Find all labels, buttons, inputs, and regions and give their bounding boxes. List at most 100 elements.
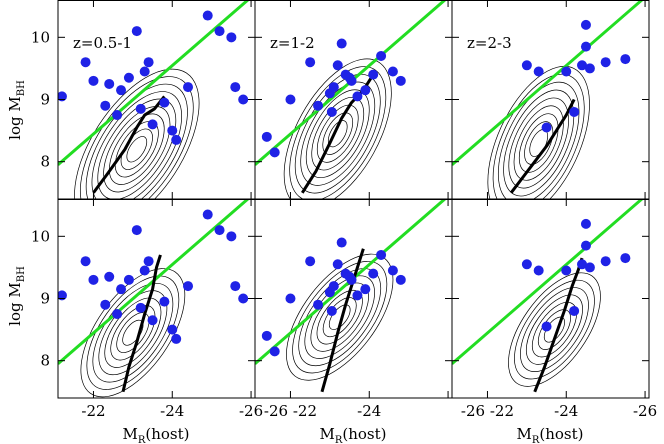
data-point	[131, 225, 142, 236]
x-axis-title-col3: MR(host)	[516, 425, 583, 444]
median-track	[533, 257, 584, 393]
data-point	[80, 256, 91, 267]
data-point	[139, 66, 150, 77]
panel-plot-area	[58, 199, 251, 398]
contour-level	[110, 305, 156, 361]
data-point	[171, 134, 182, 145]
y-tick-label: 8	[40, 153, 50, 171]
contour-level	[520, 287, 589, 372]
data-point	[305, 57, 316, 68]
contour-level	[292, 260, 388, 374]
median-track	[121, 254, 162, 393]
data-point	[313, 100, 324, 111]
data-point	[100, 299, 111, 310]
data-point	[112, 309, 123, 320]
data-point	[261, 131, 272, 142]
contour-level	[518, 113, 559, 173]
data-point	[112, 110, 123, 121]
data-point	[183, 281, 194, 292]
x-tick-label: -24	[357, 402, 381, 420]
panel-frame	[57, 199, 256, 399]
contour-level	[74, 68, 200, 199]
data-point	[135, 302, 146, 313]
relation-line	[452, 199, 645, 365]
data-point	[143, 256, 154, 267]
contour-level	[487, 65, 590, 199]
contour-level	[120, 128, 153, 170]
contour-level	[497, 81, 580, 199]
data-point	[346, 75, 357, 86]
data-point	[183, 82, 194, 93]
data-point	[123, 72, 134, 83]
data-point	[580, 19, 591, 30]
data-point	[600, 57, 611, 68]
data-point	[561, 66, 572, 77]
panel-plot-area	[255, 0, 448, 199]
data-point	[202, 10, 213, 21]
contour-level	[91, 91, 182, 199]
data-point	[159, 296, 170, 307]
panel-frame	[451, 0, 650, 200]
data-point	[123, 274, 134, 285]
y-tick-label: 10	[31, 28, 50, 46]
contour-level	[508, 272, 601, 387]
data-point	[131, 26, 142, 37]
data-point	[326, 106, 337, 117]
data-point	[328, 281, 339, 292]
data-point	[580, 240, 591, 251]
data-point	[269, 147, 280, 158]
data-point	[159, 97, 170, 108]
data-point	[376, 249, 387, 260]
y-tick-label: 9	[40, 290, 50, 308]
relation-line	[452, 0, 645, 166]
data-point	[285, 293, 296, 304]
data-point	[533, 265, 544, 276]
contour-level	[508, 97, 569, 189]
panels: z=0.5-1 z=1-2 z=2-3	[57, 0, 650, 399]
contour-level	[289, 66, 387, 199]
data-point	[620, 253, 631, 264]
data-point	[143, 57, 154, 68]
contour-level	[304, 275, 375, 359]
relation-line	[58, 199, 251, 365]
data-point	[376, 50, 387, 61]
contour-level	[531, 301, 577, 358]
contour-level	[327, 120, 348, 148]
contour-level	[322, 112, 354, 155]
data-point	[541, 122, 552, 133]
data-point	[360, 85, 371, 96]
x-tick-label: -26 -22	[461, 402, 514, 420]
data-point	[226, 231, 237, 242]
data-point	[171, 333, 182, 344]
data-point	[569, 106, 580, 117]
data-point	[387, 66, 398, 77]
y-tick-label: 8	[40, 352, 50, 370]
panel-plot-area	[452, 199, 645, 393]
data-point	[352, 91, 363, 102]
contour-level	[97, 98, 177, 199]
x-tick-label: -24	[160, 402, 184, 420]
relation-line	[58, 0, 251, 166]
median-track	[320, 248, 365, 393]
contour-level	[524, 121, 554, 165]
data-point	[368, 268, 379, 279]
contour-level	[85, 83, 188, 199]
panel-label: z=0.5-1	[73, 34, 132, 52]
panel-6	[451, 199, 650, 399]
data-point	[620, 54, 631, 65]
panel-2: z=1-2	[254, 0, 453, 200]
data-point	[226, 32, 237, 43]
panel-label: z=1-2	[270, 34, 315, 52]
data-point	[313, 299, 324, 310]
x-tick-label: -26 -22	[264, 402, 317, 420]
data-point	[116, 85, 127, 96]
data-point	[100, 100, 111, 111]
x-axis-title-col1: MR(host)	[122, 425, 189, 444]
data-point	[230, 82, 241, 93]
data-point	[167, 324, 178, 335]
data-point	[238, 293, 249, 304]
data-point	[521, 60, 532, 71]
contour-level	[103, 106, 171, 193]
data-point	[88, 75, 99, 86]
